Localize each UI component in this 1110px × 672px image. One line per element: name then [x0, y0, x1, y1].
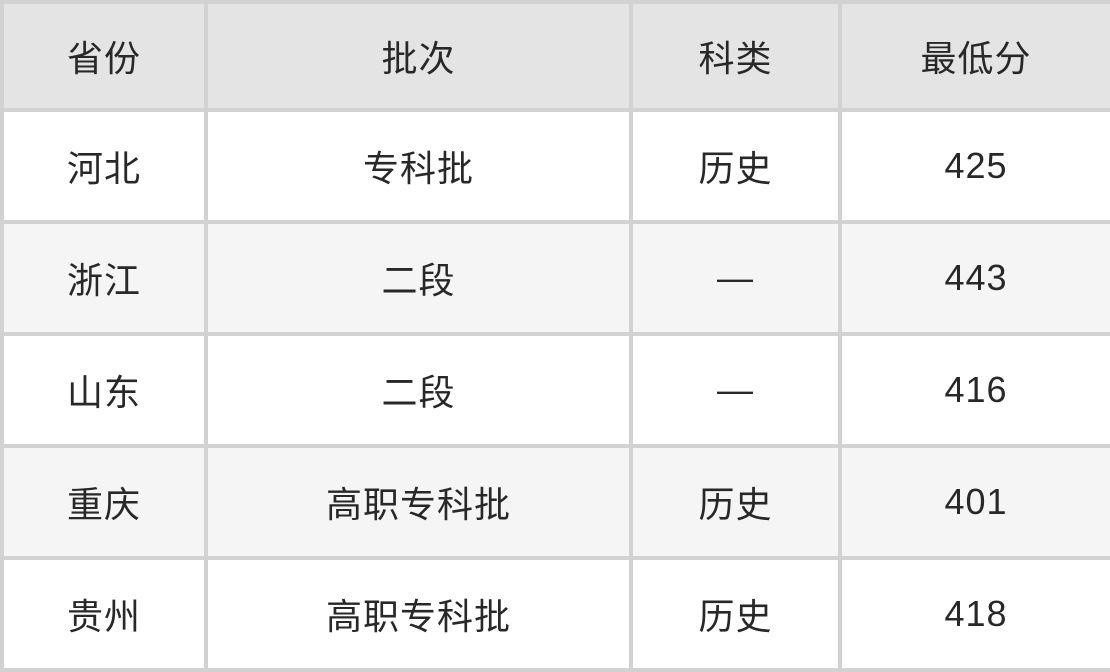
category-cell: 历史: [629, 108, 842, 224]
table-row: 重庆 高职专科批 历史 401: [0, 444, 1110, 560]
col-header-batch: 批次: [204, 0, 633, 112]
min-score-cell: 425: [838, 108, 1110, 224]
province-cell: 重庆: [0, 444, 208, 560]
province-cell: 浙江: [0, 220, 208, 336]
col-header-min-score: 最低分: [838, 0, 1110, 112]
table-row: 山东 二段 — 416: [0, 332, 1110, 448]
province-cell: 贵州: [0, 556, 208, 672]
table-row: 浙江 二段 — 443: [0, 220, 1110, 336]
col-header-province: 省份: [0, 0, 208, 112]
min-score-cell: 418: [838, 556, 1110, 672]
category-cell: 历史: [629, 556, 842, 672]
category-cell: 历史: [629, 444, 842, 560]
col-header-category: 科类: [629, 0, 842, 112]
batch-cell: 高职专科批: [204, 556, 633, 672]
batch-cell: 专科批: [204, 108, 633, 224]
province-cell: 山东: [0, 332, 208, 448]
category-cell: —: [629, 220, 842, 336]
min-score-cell: 443: [838, 220, 1110, 336]
batch-cell: 二段: [204, 220, 633, 336]
table-row: 河北 专科批 历史 425: [0, 108, 1110, 224]
batch-cell: 高职专科批: [204, 444, 633, 560]
table-row: 贵州 高职专科批 历史 418: [0, 556, 1110, 672]
header-row: 省份 批次 科类 最低分: [0, 0, 1110, 112]
min-score-cell: 416: [838, 332, 1110, 448]
batch-cell: 二段: [204, 332, 633, 448]
category-cell: —: [629, 332, 842, 448]
province-cell: 河北: [0, 108, 208, 224]
min-score-cell: 401: [838, 444, 1110, 560]
